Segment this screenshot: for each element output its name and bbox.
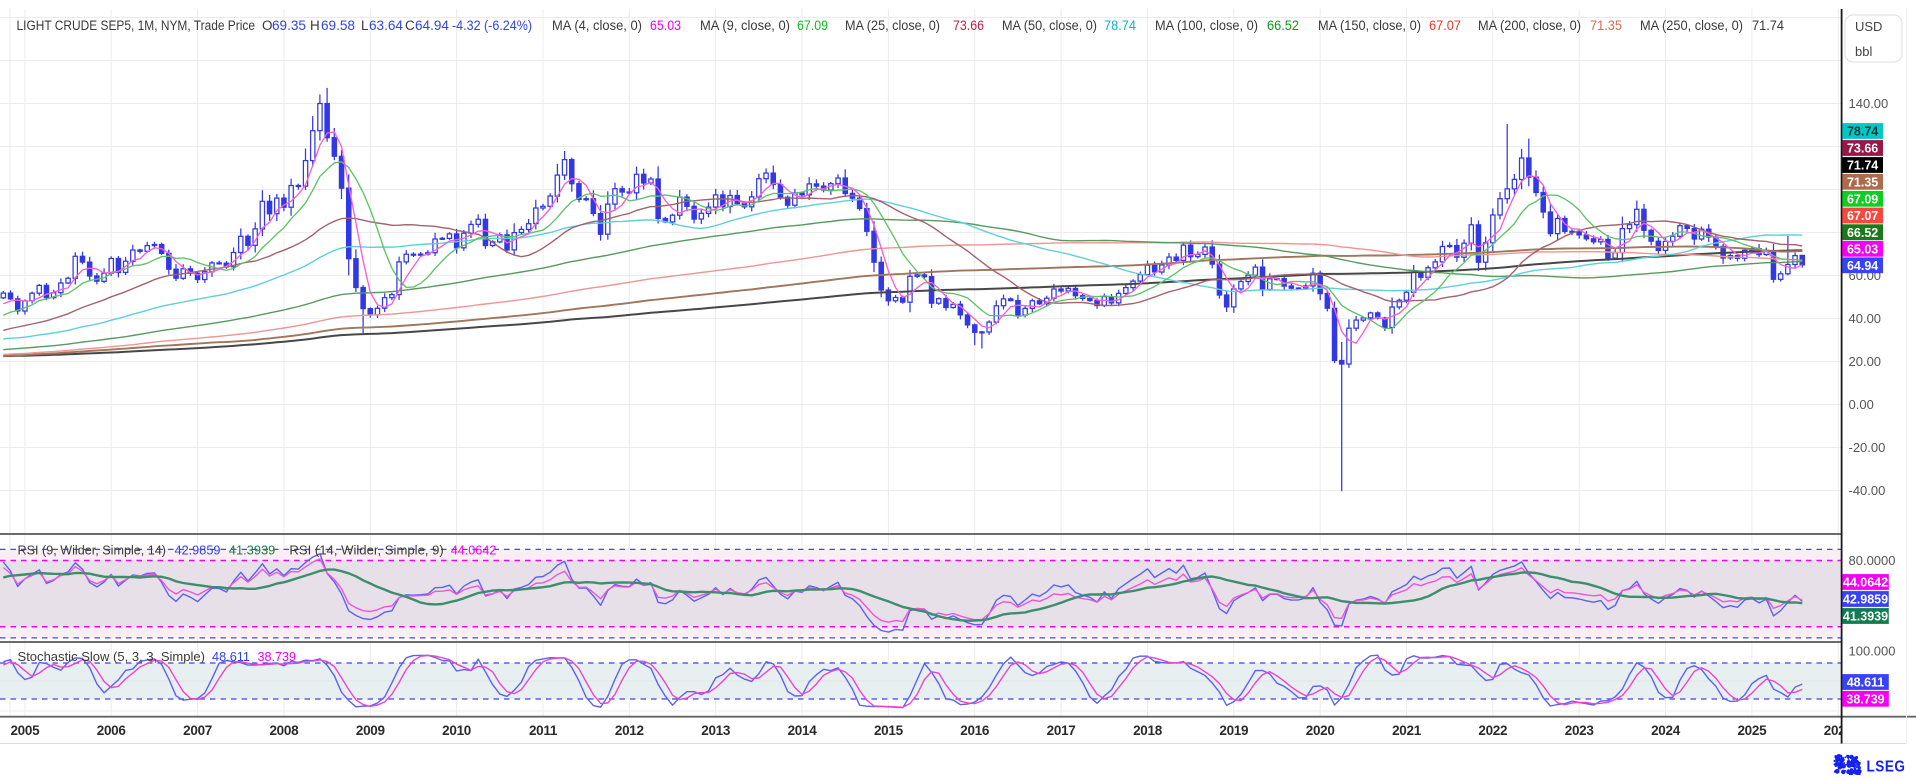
svg-text:2005: 2005 xyxy=(10,723,40,738)
svg-text:MA (9, close, 0): MA (9, close, 0) xyxy=(700,18,790,33)
svg-text:MA (250, close, 0): MA (250, close, 0) xyxy=(1640,18,1743,33)
svg-text:-4.32 (-6.24%): -4.32 (-6.24%) xyxy=(452,18,532,33)
svg-text:-20.00: -20.00 xyxy=(1849,440,1886,455)
svg-text:H: H xyxy=(310,18,320,33)
svg-text:67.07: 67.07 xyxy=(1429,18,1461,33)
svg-text:LSEG: LSEG xyxy=(1867,759,1906,776)
svg-text:64.94: 64.94 xyxy=(1847,259,1878,273)
svg-text:63.64: 63.64 xyxy=(369,18,403,33)
svg-text:38.739: 38.739 xyxy=(258,649,297,664)
svg-text:71.35: 71.35 xyxy=(1847,175,1878,189)
svg-text:73.66: 73.66 xyxy=(953,18,984,33)
svg-text:2018: 2018 xyxy=(1133,723,1163,738)
svg-text:2013: 2013 xyxy=(701,723,731,738)
svg-text:O: O xyxy=(262,18,273,33)
svg-text:69.35: 69.35 xyxy=(272,18,306,33)
svg-text:42.9859: 42.9859 xyxy=(1843,593,1888,607)
svg-text:2008: 2008 xyxy=(269,723,299,738)
svg-text:2014: 2014 xyxy=(788,723,818,738)
svg-text:69.58: 69.58 xyxy=(321,18,355,33)
svg-text:USD: USD xyxy=(1855,19,1882,34)
svg-text:2015: 2015 xyxy=(874,723,904,738)
svg-text:2016: 2016 xyxy=(960,723,990,738)
svg-text:2017: 2017 xyxy=(1047,723,1076,738)
svg-text:42.9859: 42.9859 xyxy=(175,543,221,558)
svg-text:140.00: 140.00 xyxy=(1849,96,1889,111)
svg-text:2026: 2026 xyxy=(1824,723,1854,738)
svg-text:MA (150, close, 0): MA (150, close, 0) xyxy=(1318,18,1421,33)
svg-text:65.03: 65.03 xyxy=(650,18,681,33)
svg-text:2019: 2019 xyxy=(1219,723,1248,738)
svg-text:Stochastic Slow (5, 3, 3, Simp: Stochastic Slow (5, 3, 3, Simple) xyxy=(18,649,206,664)
svg-text:40.00: 40.00 xyxy=(1849,311,1882,326)
svg-text:MA (100, close, 0): MA (100, close, 0) xyxy=(1155,18,1258,33)
svg-text:66.52: 66.52 xyxy=(1847,226,1878,240)
svg-text:C: C xyxy=(405,18,415,33)
svg-text:L: L xyxy=(361,18,369,33)
svg-text:2010: 2010 xyxy=(442,723,471,738)
svg-text:2007: 2007 xyxy=(183,723,212,738)
svg-text:20.00: 20.00 xyxy=(1849,354,1882,369)
svg-text:MA (25, close, 0): MA (25, close, 0) xyxy=(845,18,940,33)
svg-text:2024: 2024 xyxy=(1651,723,1681,738)
svg-text:100.000: 100.000 xyxy=(1849,644,1896,659)
svg-text:RSI (9, Wilder, Simple, 14): RSI (9, Wilder, Simple, 14) xyxy=(18,543,167,558)
svg-text:2012: 2012 xyxy=(615,723,644,738)
svg-text:71.74: 71.74 xyxy=(1847,159,1878,173)
svg-text:RSI (14, Wilder, Simple, 9): RSI (14, Wilder, Simple, 9) xyxy=(289,543,443,558)
svg-text:67.09: 67.09 xyxy=(797,18,828,33)
svg-text:44.0642: 44.0642 xyxy=(1843,576,1888,590)
svg-text:41.3939: 41.3939 xyxy=(229,543,275,558)
svg-text:48.611: 48.611 xyxy=(212,649,250,664)
svg-text:MA (50, close, 0): MA (50, close, 0) xyxy=(1002,18,1097,33)
svg-text:bbl: bbl xyxy=(1855,44,1872,59)
svg-text:MA (4, close, 0): MA (4, close, 0) xyxy=(552,18,642,33)
svg-text:MA (200, close, 0): MA (200, close, 0) xyxy=(1478,18,1581,33)
svg-text:64.94: 64.94 xyxy=(415,18,449,33)
svg-text:2021: 2021 xyxy=(1392,723,1422,738)
svg-text:2011: 2011 xyxy=(529,723,558,738)
svg-text:67.09: 67.09 xyxy=(1847,192,1878,206)
svg-text:2025: 2025 xyxy=(1737,723,1767,738)
svg-text:80.0000: 80.0000 xyxy=(1849,553,1896,568)
svg-text:65.03: 65.03 xyxy=(1847,242,1878,256)
svg-text:78.74: 78.74 xyxy=(1847,125,1878,139)
svg-text:71.74: 71.74 xyxy=(1752,18,1784,33)
svg-text:0.00: 0.00 xyxy=(1849,397,1874,412)
svg-text:73.66: 73.66 xyxy=(1847,142,1878,156)
svg-text:78.74: 78.74 xyxy=(1104,18,1136,33)
svg-text:66.52: 66.52 xyxy=(1267,18,1299,33)
svg-text:48.611: 48.611 xyxy=(1847,676,1885,690)
svg-text:-40.00: -40.00 xyxy=(1849,483,1886,498)
svg-text:LIGHT CRUDE SEP5, 1M, NYM, Tra: LIGHT CRUDE SEP5, 1M, NYM, Trade Price xyxy=(17,18,256,33)
svg-text:67.07: 67.07 xyxy=(1847,209,1878,223)
svg-text:71.35: 71.35 xyxy=(1590,18,1622,33)
svg-text:2006: 2006 xyxy=(97,723,127,738)
svg-text:2020: 2020 xyxy=(1306,723,1335,738)
svg-text:2023: 2023 xyxy=(1565,723,1595,738)
svg-text:41.3939: 41.3939 xyxy=(1843,610,1888,624)
svg-text:2022: 2022 xyxy=(1478,723,1507,738)
svg-text:2009: 2009 xyxy=(356,723,385,738)
svg-text:38.739: 38.739 xyxy=(1846,692,1884,706)
svg-text:44.0642: 44.0642 xyxy=(451,543,497,558)
